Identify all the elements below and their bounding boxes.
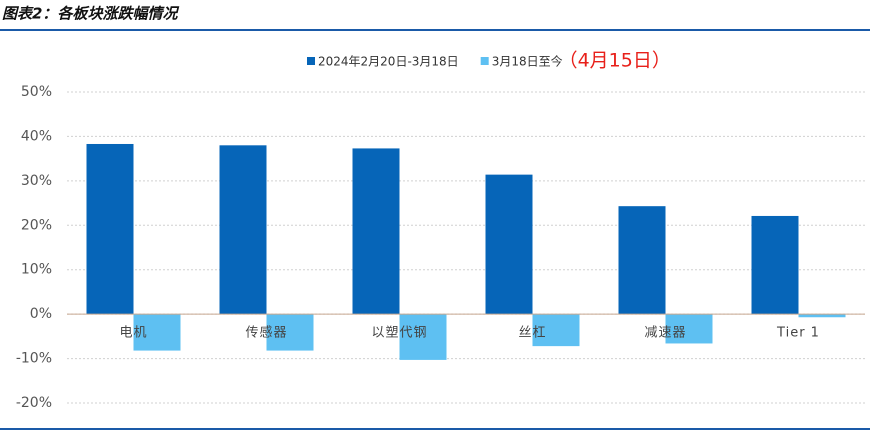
y-tick-label: 0% <box>30 306 52 322</box>
x-tick-label: 传感器 <box>245 325 287 341</box>
bar <box>219 145 267 315</box>
y-tick-label: 40% <box>21 128 52 144</box>
annotation: （4月15日） <box>559 50 671 72</box>
bar <box>399 314 447 360</box>
legend-label: 2024年2月20日-3月18日 <box>318 55 459 69</box>
y-tick-label: 50% <box>21 84 52 100</box>
bar <box>618 206 666 315</box>
x-tick-label: 以塑代钢 <box>371 326 427 341</box>
x-tick-label: 减速器 <box>644 326 686 341</box>
chart-title: 图表2：各板块涨跌幅情况 <box>2 5 179 23</box>
bar <box>665 314 713 344</box>
y-tick-label: 30% <box>21 173 52 189</box>
bar <box>532 314 580 347</box>
bar <box>266 314 314 351</box>
y-tick-label: -10% <box>16 351 52 367</box>
bar <box>751 215 799 315</box>
y-tick-label: 10% <box>21 262 52 278</box>
x-tick-label: Tier 1 <box>776 326 820 341</box>
legend-label: 3月18日至今 <box>492 54 563 69</box>
y-tick-label: 20% <box>21 217 52 233</box>
legend: 2024年2月20日-3月18日 3月18日至今（4月15日） <box>307 50 671 72</box>
legend-swatch <box>480 57 489 65</box>
bar <box>133 314 181 351</box>
legend-swatch <box>307 57 315 65</box>
bar <box>86 143 134 315</box>
x-tick-label: 丝杠 <box>518 325 546 341</box>
x-tick-label: 电机 <box>119 326 147 341</box>
y-tick-label: -20% <box>16 395 52 411</box>
bar <box>485 174 533 315</box>
bar <box>352 148 400 315</box>
bar <box>798 314 846 318</box>
